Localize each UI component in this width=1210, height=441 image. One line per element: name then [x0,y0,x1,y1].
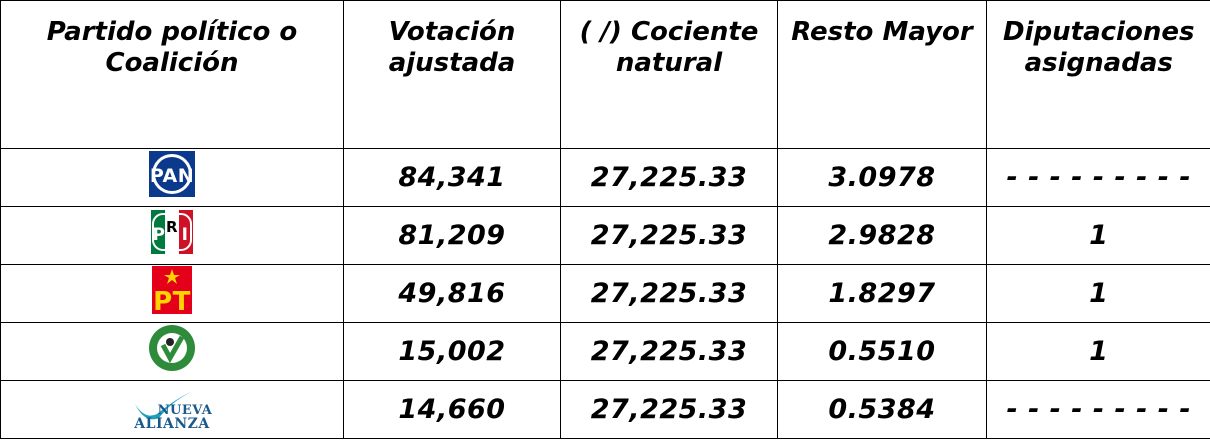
logo-text: NUEVA [158,403,213,418]
party-cell [0,322,344,381]
cell: 0.5384 [777,380,987,439]
header-cell: Votación ajustada [343,0,561,149]
header-cell: Partido político o Coalición [0,0,344,149]
pvem-logo [149,325,195,371]
cell: - - - - - - - - - [986,148,1210,207]
row: 15,002 27,225.33 0.5510 1 [0,322,1210,381]
logo-text: I [182,225,189,245]
party-cell: PAN [0,148,344,207]
cell: 1 [986,206,1210,265]
cell: 1 [986,264,1210,323]
cell: 0.5510 [777,322,987,381]
pan-logo: PAN [149,151,195,197]
cell: 27,225.33 [560,380,778,439]
header-cell: Resto Mayor [777,0,987,149]
cell: 1 [986,322,1210,381]
logo-text: R [166,218,178,236]
cell: 2.9828 [777,206,987,265]
logo-text: P [153,225,166,245]
logo-text: PAN [150,165,194,187]
cell: 49,816 [343,264,561,323]
row: PT 49,816 27,225.33 1.8297 1 [0,264,1210,323]
logo-text: ALIANZA [133,416,210,430]
header-cell: ( /) Cociente natural [560,0,778,149]
cell: 84,341 [343,148,561,207]
cell: 81,209 [343,206,561,265]
row: NUEVA ALIANZA 14,660 27,225.33 0.5384 - -… [0,380,1210,439]
cell: - - - - - - - - - [986,380,1210,439]
cell: 27,225.33 [560,322,778,381]
logo-text: PT [153,287,191,314]
cell: 27,225.33 [560,148,778,207]
header-row: Partido político o Coalición Votación aj… [0,0,1210,149]
row: PAN 84,341 27,225.33 3.0978 - - - - - - … [0,148,1210,207]
cell: 3.0978 [777,148,987,207]
cell: 14,660 [343,380,561,439]
pt-logo: PT [152,266,192,317]
cell: 1.8297 [777,264,987,323]
party-cell: NUEVA ALIANZA [0,380,344,439]
header-cell: Diputaciones asignadas [986,0,1210,149]
cell: 27,225.33 [560,264,778,323]
party-cell: PT [0,264,344,323]
cell: 27,225.33 [560,206,778,265]
cell: 15,002 [343,322,561,381]
